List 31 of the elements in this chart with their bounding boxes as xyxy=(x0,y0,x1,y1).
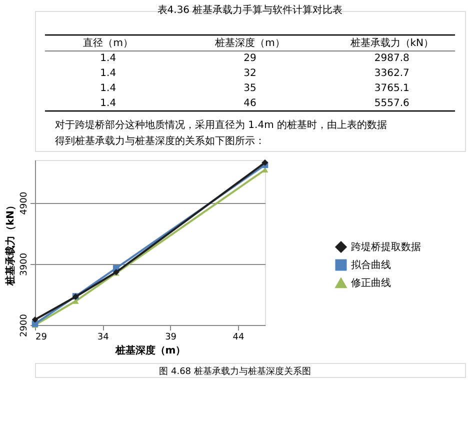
text: 桩基承载力（kN） xyxy=(349,37,434,49)
legend-label: 拟合曲线 xyxy=(351,259,391,271)
text: 对于跨堤桥部分这种地质情况，采用直径为 1.4m 的桩基时，由上表的数据 xyxy=(55,119,388,131)
y-axis-title: 桩基承载力（kN） xyxy=(4,200,16,287)
x-tick-label: 34 xyxy=(97,332,110,342)
text: 5557.6 xyxy=(374,98,410,109)
text: 3765.1 xyxy=(374,83,410,94)
legend-label: 修正曲线 xyxy=(351,277,391,289)
x-tick-label: 44 xyxy=(232,332,244,342)
y-tick-label: 3900 xyxy=(20,252,30,276)
text: 得到桩基承载力与桩基深度的关系如下图所示： xyxy=(55,135,265,147)
text: 1.4 xyxy=(100,83,116,94)
x-axis-title: 桩基深度（m） xyxy=(114,344,186,356)
text: 3362.7 xyxy=(374,68,410,79)
text: 1.4 xyxy=(100,98,116,109)
text: 46 xyxy=(244,98,256,109)
x-tick-label: 29 xyxy=(36,332,48,342)
x-tick-label: 39 xyxy=(165,332,177,342)
chart-title: 表4.36 桩基承载力手算与软件计算对比表 xyxy=(157,4,343,16)
text: 35 xyxy=(244,83,256,94)
text: 1.4 xyxy=(100,53,116,64)
caption: 图 4.68 桩基承载力与桩基深度关系图 xyxy=(159,366,311,377)
text: 桩基深度（m） xyxy=(214,37,285,49)
text: 32 xyxy=(244,68,256,79)
text: 1.4 xyxy=(100,68,116,79)
y-tick-label: 4900 xyxy=(20,192,30,215)
text: 29 xyxy=(244,53,256,64)
text: 2987.8 xyxy=(374,53,410,64)
y-tick-label: 2900 xyxy=(20,314,30,337)
text: 直径（m） xyxy=(83,37,133,49)
legend-label: 跨堤桥提取数据 xyxy=(351,241,421,253)
